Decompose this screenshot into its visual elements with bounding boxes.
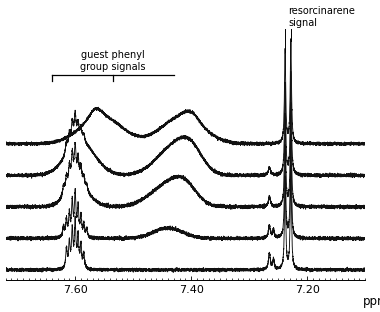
- Text: resorcinarene
signal: resorcinarene signal: [288, 7, 355, 28]
- Text: guest phenyl
group signals: guest phenyl group signals: [80, 50, 146, 71]
- X-axis label: ppm: ppm: [363, 295, 380, 308]
